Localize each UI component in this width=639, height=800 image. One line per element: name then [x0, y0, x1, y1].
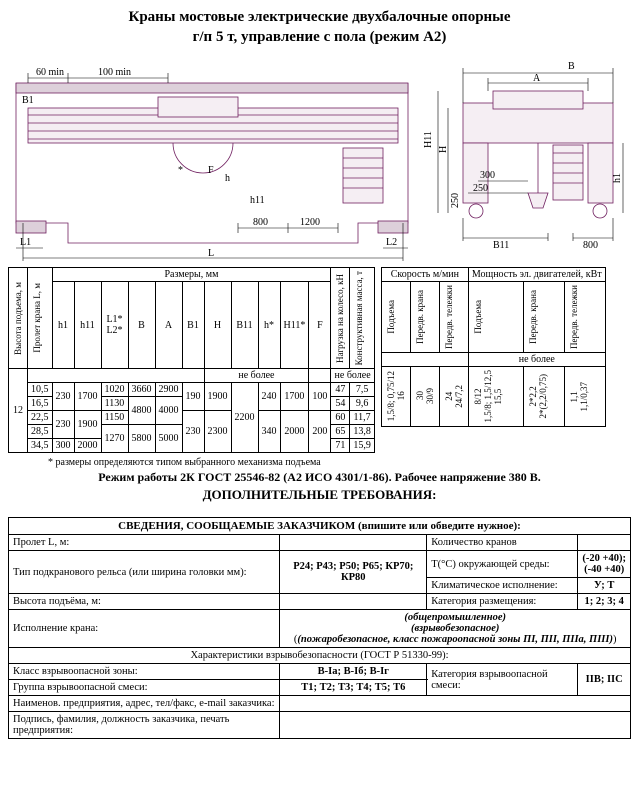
svg-text:B1: B1 [22, 95, 34, 106]
svg-text:A: A [533, 73, 541, 84]
svg-text:300: 300 [480, 170, 495, 181]
svg-text:100 min: 100 min [98, 67, 131, 78]
svg-text:B11: B11 [493, 240, 509, 251]
svg-text:1200: 1200 [300, 217, 320, 228]
svg-text:60 min: 60 min [36, 67, 64, 78]
footnote: * размеры определяются типом выбранного … [48, 457, 631, 468]
svg-text:L1: L1 [20, 237, 31, 248]
speed-power-table: Скорость м/мин Мощность эл. двигателей, … [381, 267, 606, 427]
svg-text:h11: h11 [250, 195, 265, 206]
svg-text:250: 250 [450, 193, 461, 208]
dimensions-table: Высота подъема, м Пролет крана L, м Разм… [8, 267, 375, 453]
svg-text:800: 800 [583, 240, 598, 251]
tables-row: Высота подъема, м Пролет крана L, м Разм… [8, 267, 631, 453]
svg-text:L2: L2 [386, 237, 397, 248]
svg-text:h: h [225, 173, 230, 184]
svg-text:H: H [438, 146, 449, 153]
engineering-drawing: 60 min 100 min B1 * F h h11 800 1200 L1 … [8, 53, 631, 263]
extra-requirements-title: ДОПОЛНИТЕЛЬНЫЕ ТРЕБОВАНИЯ: [8, 487, 631, 503]
customer-info-table: СВЕДЕНИЯ, СООБЩАЕМЫЕ ЗАКАЗЧИКОМ (впишите… [8, 517, 631, 739]
svg-text:H11: H11 [423, 131, 434, 148]
svg-text:L: L [208, 248, 214, 259]
svg-text:F: F [208, 165, 214, 176]
regime-line: Режим работы 2К ГОСТ 25546-82 (А2 ИСО 43… [8, 470, 631, 485]
svg-text:250: 250 [473, 183, 488, 194]
document-title: Краны мостовые электрические двухбалочны… [8, 8, 631, 47]
svg-text:B: B [568, 61, 575, 72]
svg-text:*: * [178, 165, 183, 176]
svg-text:800: 800 [253, 217, 268, 228]
svg-text:h1: h1 [612, 173, 623, 183]
